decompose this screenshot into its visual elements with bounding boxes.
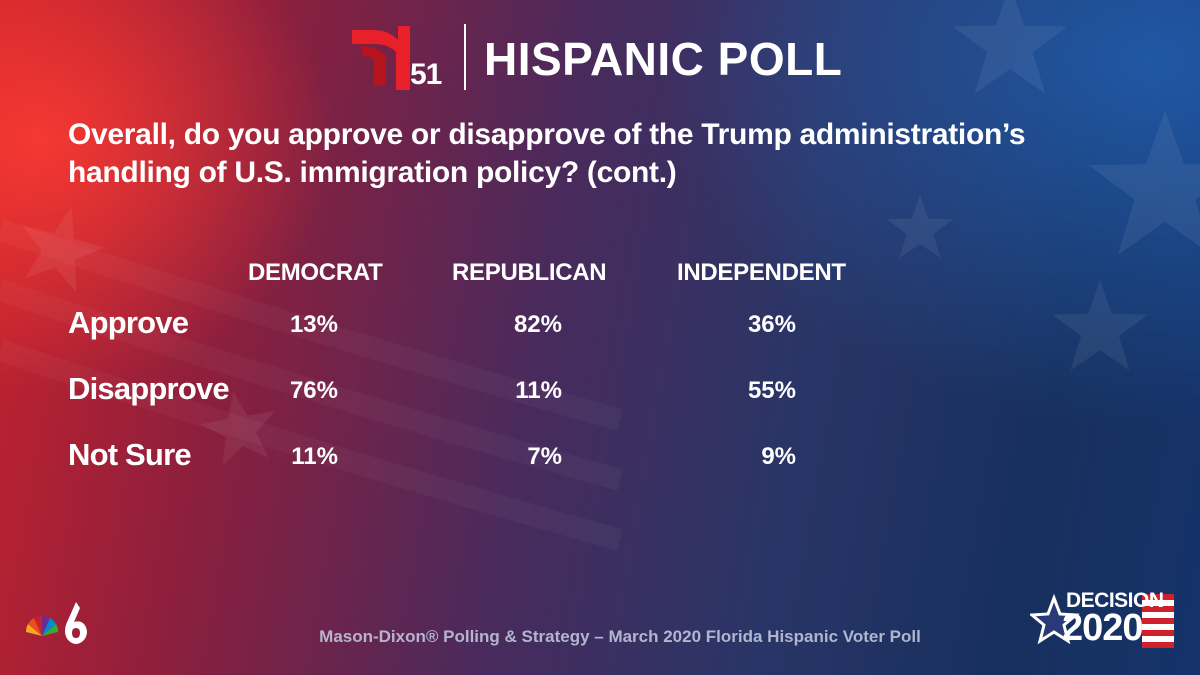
row-label-disapprove: Disapprove — [68, 371, 230, 406]
telemundo-t-logo — [352, 26, 410, 90]
cell-not-sure-independent: 9% — [761, 443, 796, 470]
cell-disapprove-democrat: 76% — [289, 377, 338, 404]
poll-question: Overall, do you approve or disapprove of… — [68, 118, 1026, 189]
cell-not-sure-republican: 7% — [527, 443, 562, 470]
decision-flag-graphic — [1030, 593, 1174, 648]
page-title: HISPANIC POLL — [484, 33, 843, 85]
cell-approve-independent: 36% — [747, 311, 796, 338]
cell-disapprove-independent: 55% — [747, 377, 796, 404]
row-label-approve: Approve — [68, 305, 189, 340]
cell-approve-democrat: 13% — [289, 311, 338, 338]
nbc6-peacock-logo — [25, 602, 87, 644]
decision-2020-logo: DECISION 2020 — [1030, 588, 1180, 650]
cell-not-sure-democrat: 11% — [291, 443, 338, 470]
column-header-democrat: DEMOCRAT — [248, 259, 383, 286]
column-header-republican: REPUBLICAN — [452, 259, 607, 286]
column-header-independent: INDEPENDENT — [677, 259, 846, 286]
decision-year: 2020 — [1062, 607, 1144, 649]
header: 51 HISPANIC POLL — [352, 24, 852, 90]
cell-disapprove-republican: 11% — [515, 377, 562, 404]
header-divider — [464, 24, 466, 90]
row-label-not-sure: Not Sure — [68, 437, 192, 472]
poll-source: Mason-Dixon® Polling & Strategy – March … — [319, 627, 921, 646]
logo-number: 51 — [410, 58, 442, 91]
cell-approve-republican: 82% — [513, 311, 562, 338]
decision-word: DECISION — [1066, 589, 1164, 612]
